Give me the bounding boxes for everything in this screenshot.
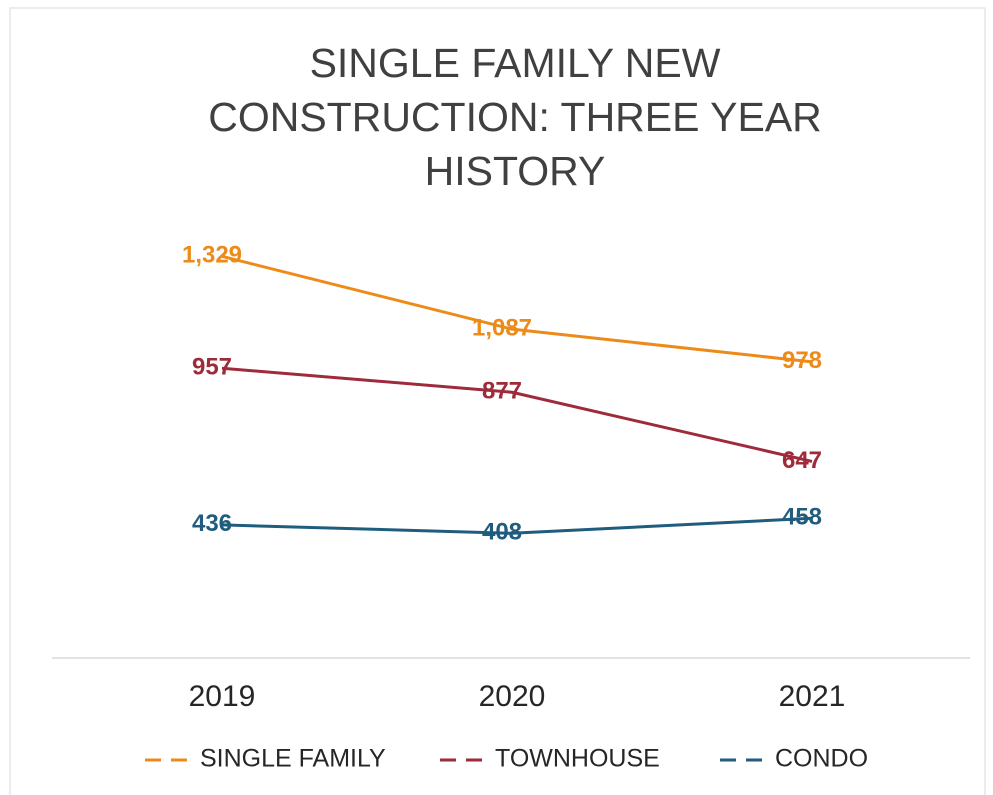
chart-title: SINGLE FAMILY NEW CONSTRUCTION: THREE YE…: [208, 40, 822, 194]
x-tick-label: 2020: [479, 680, 546, 713]
chart-border: [9, 7, 986, 795]
data-label: 877: [482, 378, 522, 405]
series-line: [221, 366, 813, 463]
data-label: 647: [782, 447, 822, 474]
series-line: [221, 516, 813, 535]
data-label: 978: [782, 347, 822, 374]
data-label: 436: [192, 510, 232, 537]
data-label: 458: [782, 504, 822, 531]
data-label: 408: [482, 519, 522, 546]
x-tick-label: 2019: [189, 680, 256, 713]
legend-label: SINGLE FAMILY: [200, 745, 386, 773]
x-tick-label: 2021: [779, 680, 846, 713]
data-label: 957: [192, 354, 232, 381]
legend-label: CONDO: [775, 745, 868, 773]
data-label: 1,329: [182, 242, 242, 269]
data-label: 1,087: [472, 314, 532, 341]
series-line: [221, 254, 813, 364]
legend-label: TOWNHOUSE: [495, 745, 660, 773]
